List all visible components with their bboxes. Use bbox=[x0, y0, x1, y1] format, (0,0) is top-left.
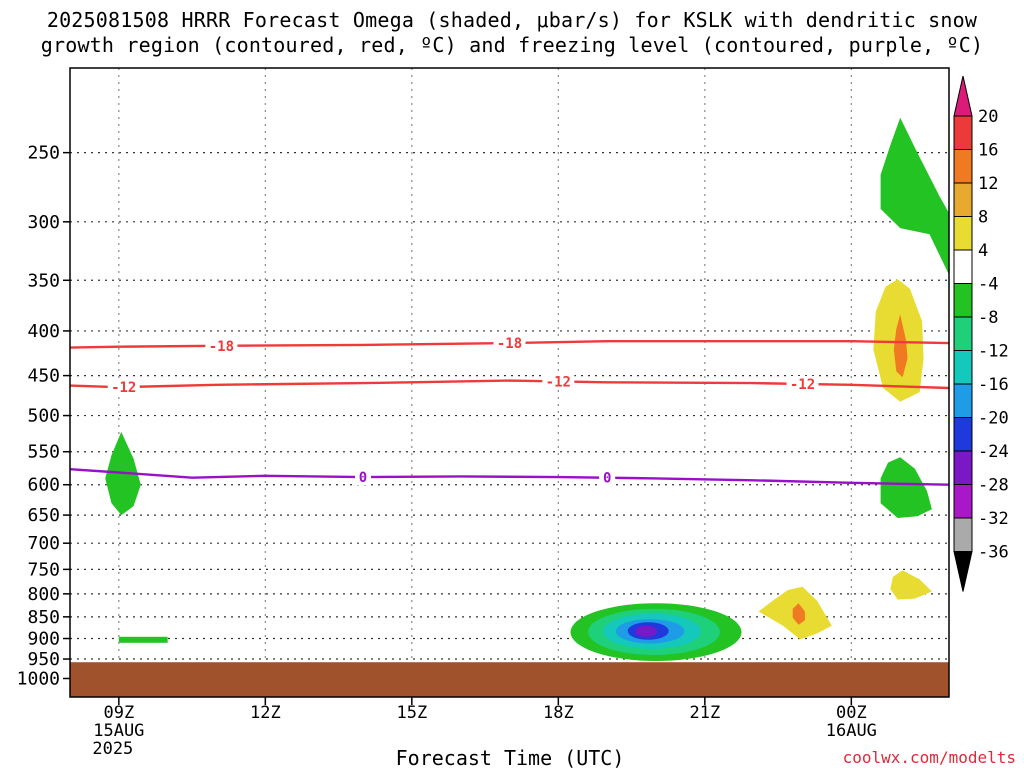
colorbar-label-3: 8 bbox=[978, 208, 988, 228]
colorbar-box-9 bbox=[953, 417, 973, 452]
colorbar-bottom-arrow bbox=[953, 551, 973, 592]
x-tick-label-15Z: 15Z bbox=[396, 703, 427, 723]
omega-blob-850-orange bbox=[792, 603, 805, 625]
colorbar-top-arrow bbox=[953, 75, 973, 117]
y-tick-label-1000: 1000 bbox=[17, 668, 60, 689]
x-tick-label-09Z: 09Z bbox=[103, 703, 134, 723]
colorbar-label-9: -20 bbox=[978, 409, 1009, 429]
y-tick-label-650: 650 bbox=[27, 505, 60, 526]
pressure-axis: 2503003504004505005506006507007508008509… bbox=[17, 143, 70, 689]
y-tick-label-550: 550 bbox=[27, 442, 60, 463]
colorbar-label-6: -8 bbox=[978, 308, 998, 328]
colorbar-label-12: -32 bbox=[978, 509, 1009, 529]
y-tick-label-500: 500 bbox=[27, 406, 60, 427]
contour-label-2-1: 0 bbox=[603, 471, 611, 487]
surface-terrain bbox=[70, 662, 949, 697]
contour-label-0-0: -18 bbox=[209, 339, 234, 355]
colorbar-box-3 bbox=[953, 216, 973, 251]
colorbar-box-8 bbox=[953, 383, 973, 418]
omega-blob-600-right bbox=[880, 457, 932, 518]
colorbar-box-5 bbox=[953, 283, 973, 318]
colorbar-label-11: -28 bbox=[978, 476, 1009, 496]
omega-core-ring-5 bbox=[635, 625, 657, 637]
colorbar-box-12 bbox=[953, 517, 973, 552]
plot-frame bbox=[69, 67, 950, 698]
contour-label-bg-1-0 bbox=[107, 379, 140, 396]
colorbar-box-10 bbox=[953, 450, 973, 485]
chart-title-line-2: growth region (contoured, red, ºC) and f… bbox=[40, 33, 984, 57]
omega-colorbar: 20 16 12 8 4 -4 -8 -12 -16 -20 -24 -28 -32 -36 bbox=[953, 75, 1009, 592]
omega-blob-770-right bbox=[890, 570, 932, 600]
colorbar-label-2: 12 bbox=[978, 174, 998, 194]
contour-label-bg-2-1 bbox=[599, 469, 616, 486]
x-tick-date-00Z: 16AUG bbox=[826, 721, 877, 741]
y-tick-label-950: 950 bbox=[27, 649, 60, 670]
colorbar-box-2 bbox=[953, 182, 973, 217]
x-tick-label-21Z: 21Z bbox=[689, 703, 720, 723]
y-tick-label-300: 300 bbox=[27, 212, 60, 233]
colorbar-box-7 bbox=[953, 350, 973, 385]
contour-label-2-0: 0 bbox=[359, 470, 367, 486]
contour-label-bg-0-1 bbox=[493, 335, 526, 352]
colorbar-label-4: 4 bbox=[978, 241, 988, 261]
contour-label-1-2: -12 bbox=[790, 377, 815, 393]
colorbar-box-6 bbox=[953, 316, 973, 351]
colorbar-label-5: -4 bbox=[978, 275, 998, 295]
x-axis-label: Forecast Time (UTC) bbox=[396, 746, 625, 768]
contour-line-1 bbox=[70, 379, 949, 390]
x-tick-year-09Z: 2025 bbox=[92, 739, 133, 759]
y-tick-label-350: 350 bbox=[27, 270, 60, 291]
x-tick-label-18Z: 18Z bbox=[543, 703, 574, 723]
x-tick-label-00Z: 00Z bbox=[836, 703, 867, 723]
chart-title-line-1: 2025081508 HRRR Forecast Omega (shaded, … bbox=[46, 8, 978, 32]
colorbar-label-0: 20 bbox=[978, 107, 998, 127]
colorbar-label-10: -24 bbox=[978, 442, 1009, 462]
x-tick-label-12Z: 12Z bbox=[250, 703, 281, 723]
colorbar-label-7: -12 bbox=[978, 342, 1009, 362]
colorbar-box-1 bbox=[953, 149, 973, 184]
colorbar-label-13: -36 bbox=[978, 543, 1009, 563]
omega-blob-upper-right bbox=[880, 117, 949, 275]
contour-label-bg-1-1 bbox=[542, 373, 575, 390]
omega-blob-400-orange bbox=[893, 314, 908, 378]
contour-label-bg-1-2 bbox=[786, 375, 819, 392]
contour-label-bg-0-0 bbox=[205, 337, 238, 354]
credit-text: coolwx.com/modelts bbox=[843, 748, 1016, 767]
omega-shading bbox=[70, 117, 949, 697]
contour-label-1-1: -12 bbox=[546, 374, 571, 390]
y-tick-label-700: 700 bbox=[27, 533, 60, 554]
y-tick-label-850: 850 bbox=[27, 607, 60, 628]
y-tick-label-450: 450 bbox=[27, 366, 60, 387]
colorbar-label-1: 16 bbox=[978, 141, 998, 161]
contour-label-bg-2-0 bbox=[355, 469, 371, 486]
y-tick-label-800: 800 bbox=[27, 584, 60, 605]
contour-line-2 bbox=[70, 468, 949, 486]
contour-label-0-1: -18 bbox=[497, 336, 522, 352]
temperature-contours: -18 -18 -12 -12 -12 0 0 bbox=[70, 335, 949, 487]
colorbar-box-0 bbox=[953, 115, 973, 150]
y-tick-label-900: 900 bbox=[27, 629, 60, 650]
omega-bar-900hpa bbox=[118, 636, 168, 643]
contour-label-1-0: -12 bbox=[111, 380, 136, 396]
colorbar-box-11 bbox=[953, 484, 973, 519]
colorbar-label-8: -16 bbox=[978, 375, 1009, 395]
y-tick-label-600: 600 bbox=[27, 475, 60, 496]
y-tick-label-750: 750 bbox=[27, 559, 60, 580]
y-tick-label-400: 400 bbox=[27, 321, 60, 342]
x-tick-date-09Z: 15AUG bbox=[93, 721, 144, 741]
y-tick-label-250: 250 bbox=[27, 143, 60, 164]
colorbar-box-4 bbox=[953, 249, 973, 284]
